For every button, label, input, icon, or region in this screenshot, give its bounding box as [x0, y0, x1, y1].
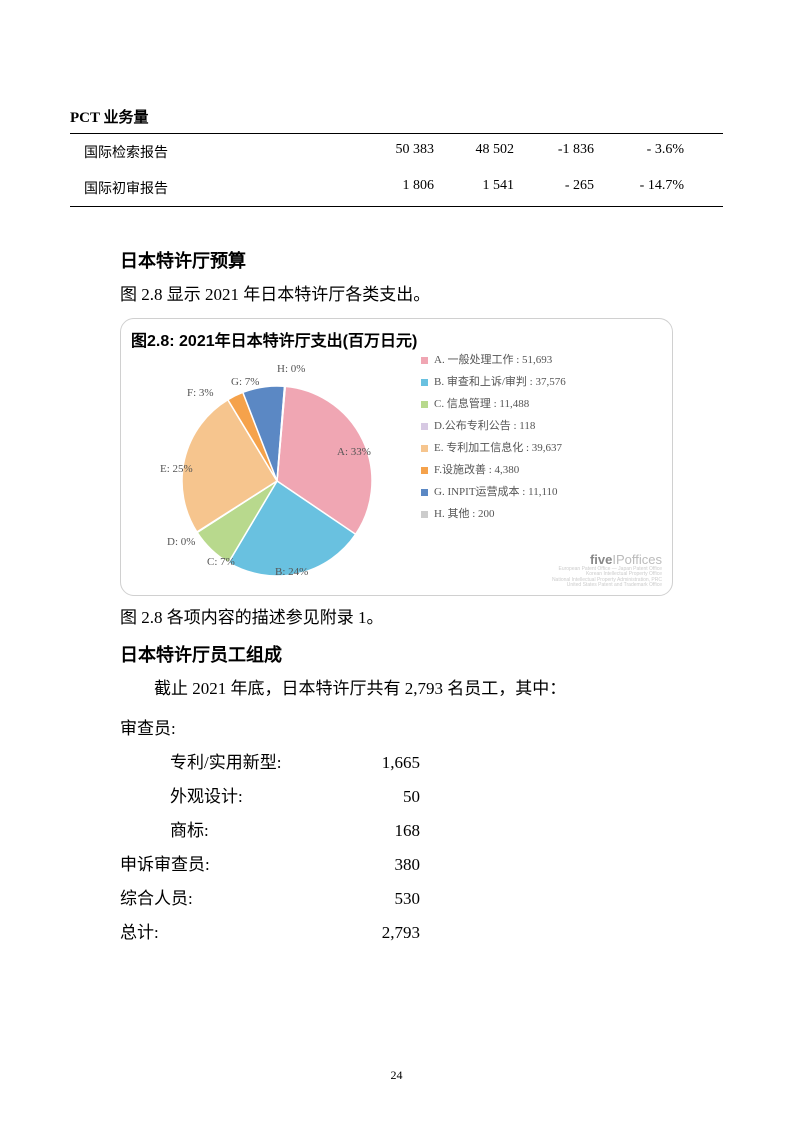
pct-header: PCT 业务量: [70, 100, 723, 134]
slice-label-D: D: 0%: [167, 536, 195, 548]
staff-row: 外观设计:50: [120, 780, 673, 814]
legend-item: E. 专利加工信息化 : 39,637: [421, 443, 666, 454]
pie-chart: A: 33% B: 24% C: 7% D: 0% E: 25% F: 3% G: 7% H:…: [127, 351, 407, 591]
pie-chart-box: 图2.8: 2021年日本特许厅支出(百万日元) A: 33% B: 24% C: …: [120, 318, 673, 596]
budget-footnote: 图 2.8 各项内容的描述参见附录 1。: [120, 604, 673, 633]
legend-item: A. 一般处理工作 : 51,693: [421, 355, 666, 366]
staff-row: 商标:168: [120, 814, 673, 848]
slice-label-C: C: 7%: [207, 556, 235, 568]
staff-row: 审查员:: [120, 712, 673, 746]
staff-intro: 截止 2021 年底，日本特许厅共有 2,793 名员工，其中：: [120, 675, 673, 704]
legend-item: F.设施改善 : 4,380: [421, 465, 666, 476]
brand-logo: fiveIPoffices European Patent Office — J…: [552, 552, 662, 589]
slice-label-E: E: 25%: [160, 463, 193, 475]
budget-intro: 图 2.8 显示 2021 年日本特许厅各类支出。: [120, 281, 673, 310]
slice-label-H: H: 0%: [277, 363, 305, 375]
staff-row: 总计:2,793: [120, 916, 673, 950]
legend-item: C. 信息管理 : 11,488: [421, 399, 666, 410]
table-row: 国际初审报告1 8061 541- 265- 14.7%: [70, 170, 723, 206]
legend-item: G. INPIT运营成本 : 11,110: [421, 487, 666, 498]
staff-row: 申诉审查员:380: [120, 848, 673, 882]
pct-table: PCT 业务量 国际检索报告50 38348 502-1 836- 3.6%国际…: [70, 100, 723, 207]
legend-item: H. 其他 : 200: [421, 509, 666, 520]
staff-row: 专利/实用新型:1,665: [120, 746, 673, 780]
staff-heading: 日本特许厅员工组成: [120, 641, 673, 667]
legend-item: D.公布专利公告 : 118: [421, 421, 666, 432]
staff-row: 综合人员:530: [120, 882, 673, 916]
table-row: 国际检索报告50 38348 502-1 836- 3.6%: [70, 134, 723, 170]
staff-table: 审查员:专利/实用新型:1,665外观设计:50商标:168申诉审查员:380综…: [120, 712, 673, 950]
slice-label-B: B: 24%: [275, 566, 308, 578]
slice-label-G: G: 7%: [231, 376, 259, 388]
chart-title: 图2.8: 2021年日本特许厅支出(百万日元): [127, 327, 666, 351]
legend-item: B. 审查和上诉/审判 : 37,576: [421, 377, 666, 388]
budget-heading: 日本特许厅预算: [120, 247, 673, 273]
page-number: 24: [0, 1068, 793, 1083]
slice-label-A: A: 33%: [337, 446, 371, 458]
slice-label-F: F: 3%: [187, 387, 214, 399]
